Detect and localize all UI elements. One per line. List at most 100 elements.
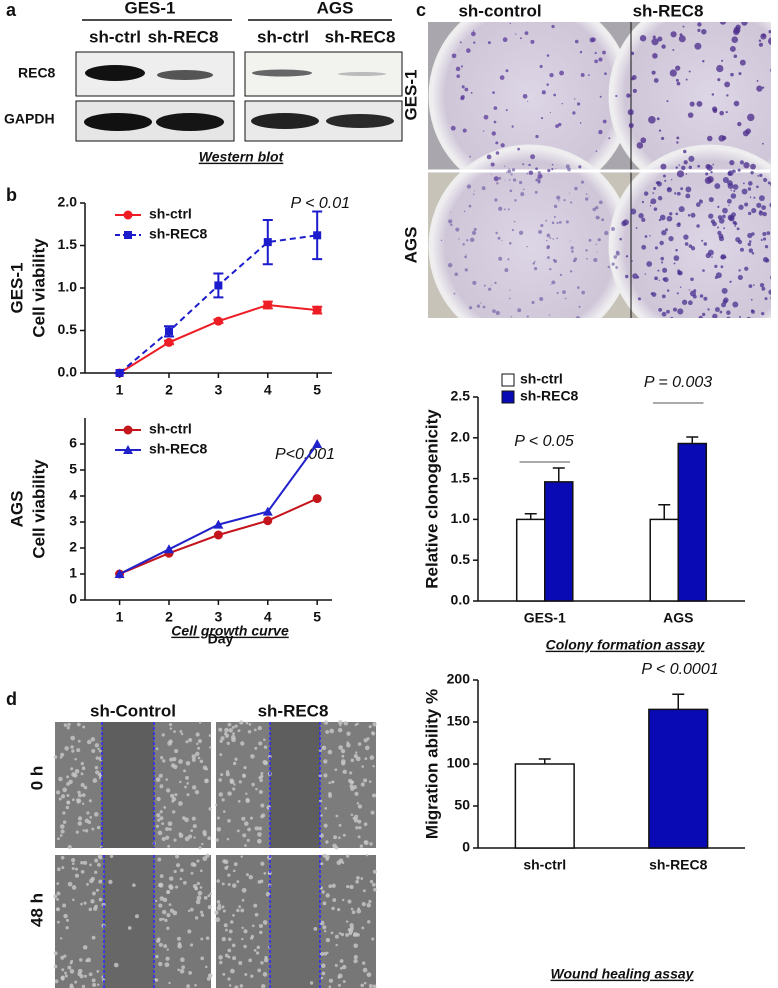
colony (572, 111, 576, 115)
cell (62, 820, 67, 824)
panel-letter: c (416, 0, 426, 20)
cell (84, 829, 89, 833)
cell (166, 913, 171, 918)
colony (726, 198, 732, 204)
cell (353, 754, 358, 759)
colony (738, 315, 741, 318)
colony (696, 224, 700, 228)
colony (602, 50, 606, 55)
cell (203, 832, 207, 837)
colony (579, 50, 583, 54)
colony (462, 243, 465, 246)
cell (227, 948, 232, 953)
cell (356, 802, 360, 805)
colony (585, 193, 588, 196)
colony (678, 206, 685, 213)
cell (216, 826, 222, 832)
cell (170, 793, 175, 799)
cell (196, 859, 200, 863)
cell (74, 768, 80, 774)
cell (87, 820, 92, 825)
colony (613, 255, 618, 259)
colony (727, 180, 733, 186)
colony (522, 93, 528, 99)
cell (219, 739, 223, 743)
colony (726, 310, 731, 315)
cell (335, 943, 338, 947)
legend-label: sh-REC8 (149, 441, 208, 457)
colony (509, 189, 513, 193)
colony (550, 284, 552, 286)
colony (632, 88, 637, 93)
colony (715, 272, 722, 279)
colony (651, 70, 656, 75)
cell (258, 741, 263, 746)
cell (224, 866, 229, 870)
colony (675, 65, 681, 71)
colony (504, 268, 509, 273)
cell (165, 827, 169, 831)
cell (255, 951, 260, 955)
error-bar (686, 436, 699, 444)
cell (80, 782, 85, 788)
cell (363, 778, 368, 783)
cell (255, 787, 258, 791)
colony (676, 170, 685, 178)
colony (530, 39, 535, 44)
cell (357, 804, 363, 809)
cell (194, 983, 197, 987)
colony (619, 237, 622, 241)
cell (69, 969, 75, 974)
cell (353, 958, 358, 964)
cell (337, 719, 343, 725)
cell (369, 879, 374, 884)
colony (703, 242, 708, 246)
cell (92, 778, 98, 783)
cell (158, 773, 163, 778)
cell (66, 918, 70, 922)
cell (254, 746, 258, 750)
cell (91, 827, 95, 831)
colony (572, 259, 576, 263)
x-tick-label: GES-1 (524, 610, 566, 626)
cell (197, 746, 201, 750)
colony (730, 72, 734, 77)
cell (207, 905, 212, 910)
cell (96, 983, 100, 986)
cell (331, 780, 335, 783)
cell (132, 883, 136, 887)
colony (470, 237, 475, 243)
cell (81, 766, 86, 771)
cell (74, 867, 78, 871)
colony (507, 208, 510, 211)
colony (592, 207, 596, 212)
cell (197, 890, 203, 896)
band (252, 69, 312, 77)
colony (751, 252, 755, 255)
cell (195, 751, 200, 757)
marker (263, 516, 273, 526)
cell (238, 780, 242, 784)
mask (771, 22, 778, 320)
cell (207, 894, 211, 898)
colony (662, 277, 666, 281)
cell (227, 722, 232, 727)
cell (332, 898, 337, 902)
colony (737, 239, 743, 245)
colony (589, 37, 595, 43)
colony (766, 231, 771, 235)
colony (555, 168, 557, 170)
cell (258, 930, 263, 935)
cell (183, 769, 186, 773)
cell (56, 920, 60, 924)
colony (654, 246, 659, 250)
cell (328, 978, 334, 983)
colony (660, 256, 665, 261)
colony (449, 211, 451, 213)
colony (727, 214, 734, 221)
colony (491, 131, 496, 136)
cell (169, 876, 174, 881)
cell (320, 862, 324, 866)
colony (604, 230, 609, 236)
colony (719, 310, 723, 314)
